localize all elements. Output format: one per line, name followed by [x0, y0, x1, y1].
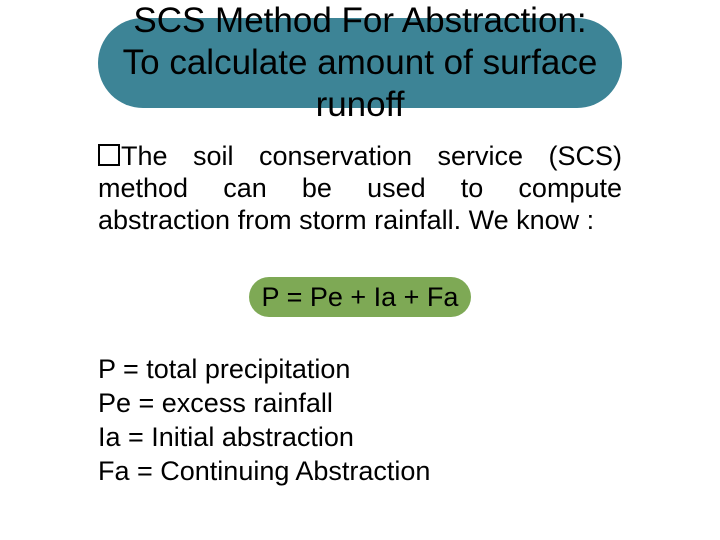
formula-text: P = Pe + Ia + Fa: [249, 277, 471, 317]
definition-line: Pe = excess rainfall: [98, 386, 622, 420]
body-paragraph: The soil conservation service (SCS) meth…: [98, 140, 622, 236]
slide: SCS Method For Abstraction: To calculate…: [0, 0, 720, 540]
definitions-block: P = total precipitation Pe = excess rain…: [98, 352, 622, 488]
title-text: SCS Method For Abstraction: To calculate…: [0, 0, 720, 126]
definition-line: P = total precipitation: [98, 352, 622, 386]
title-line-2: To calculate amount of surface: [123, 43, 598, 82]
checkbox-bullet-icon: [98, 144, 120, 166]
paragraph-text: The soil conservation service (SCS) meth…: [98, 141, 622, 235]
title-line-1: SCS Method For Abstraction:: [133, 1, 586, 40]
title-line-3: runoff: [316, 85, 405, 124]
definition-line: Fa = Continuing Abstraction: [98, 454, 622, 488]
definition-line: Ia = Initial abstraction: [98, 420, 622, 454]
